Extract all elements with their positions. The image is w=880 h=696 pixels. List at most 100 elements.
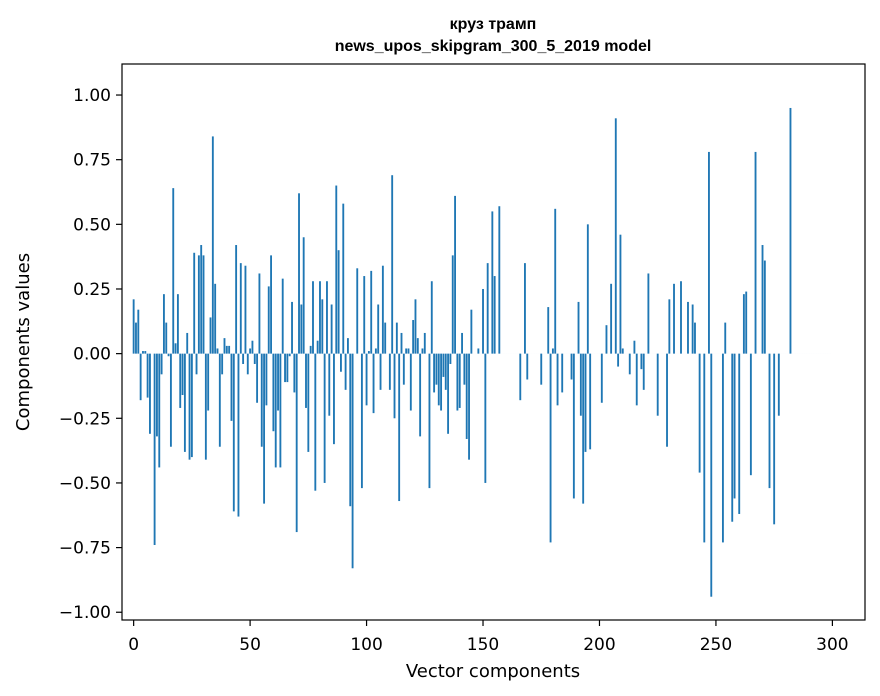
bar-component-181: [554, 208, 557, 354]
y-tick-label-0: −1.00: [59, 603, 111, 623]
bar-component-225: [656, 353, 659, 416]
bar-component-107: [381, 265, 384, 354]
bar-component-68: [291, 301, 293, 354]
bar-component-103: [372, 353, 375, 414]
bar-component-209: [619, 234, 622, 354]
bar-component-258: [733, 353, 736, 499]
bar-component-69: [293, 353, 296, 393]
bar-component-205: [610, 283, 613, 354]
bar-component-116: [402, 353, 405, 385]
bar-component-114: [398, 353, 401, 502]
bar-component-273: [768, 353, 771, 489]
bar-component-128: [430, 281, 433, 354]
bar-component-99: [363, 276, 366, 354]
bar-component-12: [160, 353, 163, 375]
bar-component-108: [384, 322, 387, 354]
bar-component-6: [146, 353, 149, 398]
bar-component-19: [176, 294, 179, 354]
bar-component-40: [225, 345, 228, 354]
y-tick-label-2: −0.50: [59, 474, 111, 494]
bar-component-267: [754, 151, 757, 354]
bar-component-18: [174, 343, 177, 354]
bar-component-63: [279, 353, 282, 468]
bar-component-148: [477, 348, 480, 354]
bar-component-35: [214, 283, 217, 354]
bar-component-71: [298, 193, 300, 354]
bar-component-1: [135, 322, 137, 354]
bar-component-2: [137, 309, 140, 354]
bar-component-241: [694, 322, 696, 354]
bar-component-201: [600, 353, 603, 403]
bar-component-84: [328, 353, 331, 416]
bar-component-41: [228, 345, 231, 354]
bar-component-184: [561, 353, 564, 393]
bar-component-67: [288, 353, 291, 357]
bar-component-232: [673, 283, 675, 354]
bar-component-32: [207, 353, 210, 411]
bar-component-23: [186, 332, 189, 354]
bar-component-123: [419, 353, 422, 437]
bar-component-65: [284, 353, 286, 383]
bar-component-117: [405, 348, 408, 354]
bar-component-60: [272, 353, 275, 432]
bar-component-215: [633, 340, 636, 354]
bar-component-144: [468, 353, 470, 460]
bar-component-229: [666, 353, 668, 447]
plot-area-frame: [121, 63, 866, 621]
x-tick-label-300: 300: [816, 635, 848, 655]
y-tick-label-6: 0.50: [73, 215, 111, 235]
bar-component-10: [156, 353, 158, 437]
bar-component-0: [132, 299, 135, 354]
bar-component-130: [435, 353, 438, 385]
bar-component-104: [374, 348, 377, 354]
bar-component-70: [295, 353, 298, 533]
bar-component-38: [221, 353, 224, 375]
bar-component-210: [621, 348, 624, 354]
bar-component-207: [614, 118, 617, 354]
bar-component-196: [589, 353, 592, 450]
bar-component-64: [281, 278, 284, 354]
y-tick-label-7: 0.75: [73, 151, 111, 171]
bar-component-213: [628, 353, 631, 375]
bar-component-235: [680, 281, 682, 354]
bar-component-131: [437, 353, 440, 406]
bar-component-24: [188, 353, 191, 460]
bar-component-195: [586, 224, 589, 354]
bar-component-265: [749, 353, 752, 476]
bar-component-30: [202, 255, 205, 354]
bar-component-42: [230, 353, 233, 421]
bar-component-46: [239, 263, 242, 354]
bar-component-100: [365, 353, 368, 406]
bar-component-137: [451, 255, 454, 354]
bar-component-59: [270, 255, 272, 354]
bar-component-13: [162, 294, 165, 354]
bar-component-80: [319, 281, 321, 354]
bars-group: [132, 107, 831, 597]
bar-component-17: [172, 188, 175, 354]
bar-component-135: [447, 353, 450, 434]
bar-component-72: [300, 304, 303, 354]
bar-component-75: [307, 353, 310, 452]
bar-component-81: [321, 299, 324, 354]
bar-component-28: [197, 255, 200, 354]
bar-component-102: [370, 270, 373, 354]
y-axis-label: Components values: [13, 253, 34, 431]
bar-component-218: [640, 353, 643, 370]
bar-component-240: [691, 304, 694, 354]
bar-component-36: [216, 348, 219, 354]
bar-component-26: [193, 252, 196, 354]
bar-component-5: [144, 351, 147, 354]
bar-component-53: [256, 353, 259, 403]
x-tick-label-150: 150: [467, 635, 499, 655]
x-tick-label-250: 250: [700, 635, 732, 655]
bar-component-216: [635, 353, 638, 406]
y-axis-ticks: −1.00 −0.75 −0.50 −0.25 0.00 0.25 0.50 0.75 1.00: [59, 86, 122, 623]
bar-component-277: [777, 353, 780, 416]
bar-component-152: [486, 263, 489, 354]
y-tick-label-4: 0.00: [73, 345, 111, 365]
bar-component-48: [244, 265, 247, 354]
x-axis-ticks: 0 50 100 150 200 250 300: [128, 620, 849, 655]
bar-component-139: [456, 353, 459, 411]
bar-component-140: [458, 353, 461, 408]
bar-component-43: [232, 353, 235, 512]
